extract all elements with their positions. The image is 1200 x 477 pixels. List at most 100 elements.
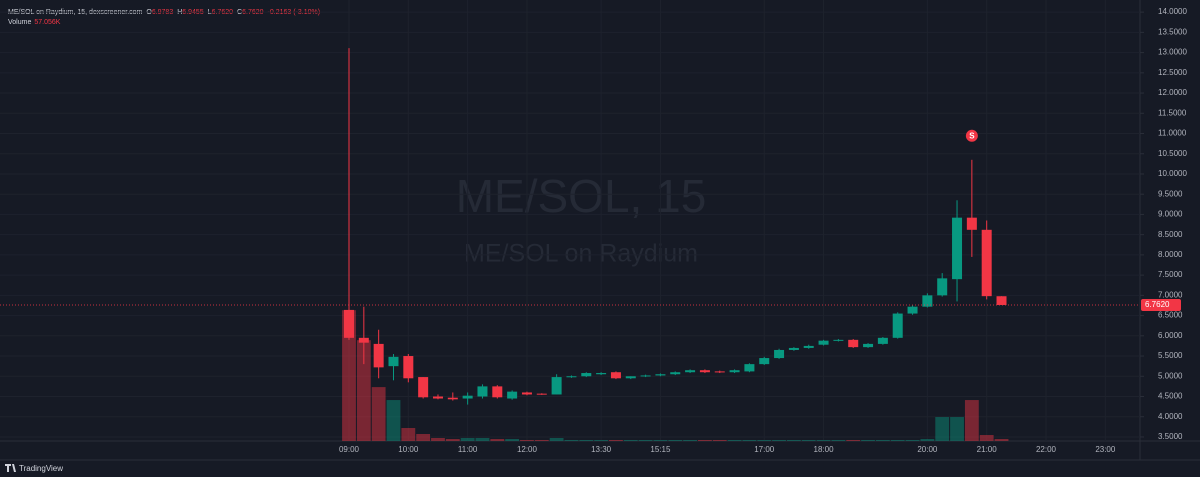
- y-tick-label: 5.5000: [1158, 351, 1183, 360]
- volume-bar: [994, 439, 1009, 441]
- y-tick-label: 5.0000: [1158, 371, 1183, 380]
- volume-bar: [831, 440, 846, 441]
- volume-bar: [890, 440, 905, 441]
- volume-bar: [964, 400, 979, 441]
- candle-body: [699, 370, 710, 373]
- volume-bar: [623, 440, 638, 441]
- y-tick-label: 4.0000: [1158, 412, 1183, 421]
- volume-bar: [460, 437, 475, 441]
- legend-volume-value: 57.056K: [34, 19, 60, 26]
- volume-bar: [401, 428, 416, 441]
- volume-bar: [549, 437, 564, 441]
- candle-body: [744, 364, 755, 372]
- volume-bar: [534, 440, 549, 441]
- x-tick-label: 17:00: [754, 445, 775, 454]
- candle-body: [492, 386, 503, 398]
- candle-body: [952, 217, 963, 280]
- legend-volume: Volume 57.056K: [8, 19, 61, 26]
- candle-body: [788, 347, 799, 350]
- candle-body: [655, 374, 666, 376]
- y-tick-label: 3.5000: [1158, 432, 1183, 441]
- brand: TradingView: [5, 464, 63, 473]
- last-price-box: [1141, 298, 1181, 311]
- y-tick-label: 6.5000: [1158, 311, 1183, 320]
- candle-body: [966, 217, 977, 230]
- y-tick-label: 14.0000: [1158, 7, 1187, 16]
- volume-bars: [342, 310, 1009, 441]
- candle-body: [848, 339, 859, 348]
- candle-body: [729, 370, 740, 373]
- x-tick-label: 22:00: [1036, 445, 1057, 454]
- volume-bar: [668, 440, 683, 441]
- brand-name: TradingView: [19, 464, 63, 473]
- volume-bar: [727, 440, 742, 441]
- candle-body: [833, 339, 844, 341]
- volume-bar: [653, 440, 668, 441]
- x-tick-label: 11:00: [458, 445, 478, 454]
- candle-body: [566, 376, 577, 378]
- candle-body: [536, 393, 547, 395]
- y-tick-label: 8.5000: [1158, 230, 1183, 239]
- y-tick-label: 7.0000: [1158, 290, 1183, 299]
- candle-body: [521, 392, 532, 395]
- candle-body: [759, 358, 770, 365]
- volume-bar: [579, 440, 594, 441]
- candle-body: [892, 313, 903, 338]
- y-tick-label: 12.5000: [1158, 68, 1187, 77]
- candle-body: [818, 340, 829, 345]
- y-tick-label: 4.5000: [1158, 392, 1183, 401]
- x-tick-label: 10:00: [398, 445, 419, 454]
- candle-body: [877, 337, 888, 344]
- brand-logo: [5, 464, 16, 472]
- candle-body: [507, 391, 518, 399]
- volume-bar: [475, 437, 490, 441]
- volume-bar: [594, 440, 609, 441]
- volume-bar: [742, 440, 757, 441]
- volume-bar: [712, 440, 727, 441]
- x-tick-label: 21:00: [977, 445, 998, 454]
- volume-bar: [920, 439, 935, 441]
- candle-body: [581, 373, 592, 377]
- candle-body: [418, 377, 429, 398]
- candle-body: [388, 356, 399, 367]
- volume-bar: [816, 440, 831, 441]
- legend-volume-label: Volume: [8, 19, 31, 26]
- volume-bar: [935, 417, 950, 441]
- y-tick-label: 11.0000: [1158, 129, 1187, 138]
- candle-body: [596, 373, 607, 375]
- candle-body: [685, 370, 696, 373]
- candle-body: [863, 343, 874, 348]
- volume-bar: [861, 440, 875, 441]
- volume-bar: [846, 440, 861, 441]
- candle-body: [373, 343, 384, 368]
- candle-body: [403, 356, 414, 379]
- volume-bar: [772, 440, 786, 441]
- volume-bar: [786, 440, 801, 441]
- volume-bar: [445, 439, 460, 441]
- candle-body: [358, 337, 369, 343]
- y-tick-label: 9.0000: [1158, 210, 1183, 219]
- volume-bar: [416, 434, 431, 441]
- candle-body: [447, 397, 458, 400]
- x-tick-label: 20:00: [917, 445, 938, 454]
- volume-bar: [431, 437, 445, 441]
- volume-bar: [520, 440, 534, 441]
- annotation-marker: [965, 129, 978, 142]
- x-tick-label: 23:00: [1095, 445, 1116, 454]
- volume-bar: [638, 440, 653, 441]
- y-tick-label: 10.0000: [1158, 169, 1187, 178]
- candle-body: [640, 375, 651, 377]
- volume-bar: [490, 439, 505, 441]
- y-tick-label: 6.0000: [1158, 331, 1183, 340]
- volume-bar: [386, 400, 401, 441]
- candle-body: [432, 396, 443, 399]
- candle-body: [344, 309, 354, 338]
- x-tick-label: 15:15: [650, 445, 671, 454]
- volume-bar: [564, 440, 579, 441]
- candle-body: [774, 349, 785, 359]
- grid: [0, 0, 1140, 441]
- volume-bar: [905, 440, 920, 441]
- y-tick-label: 11.5000: [1158, 108, 1187, 117]
